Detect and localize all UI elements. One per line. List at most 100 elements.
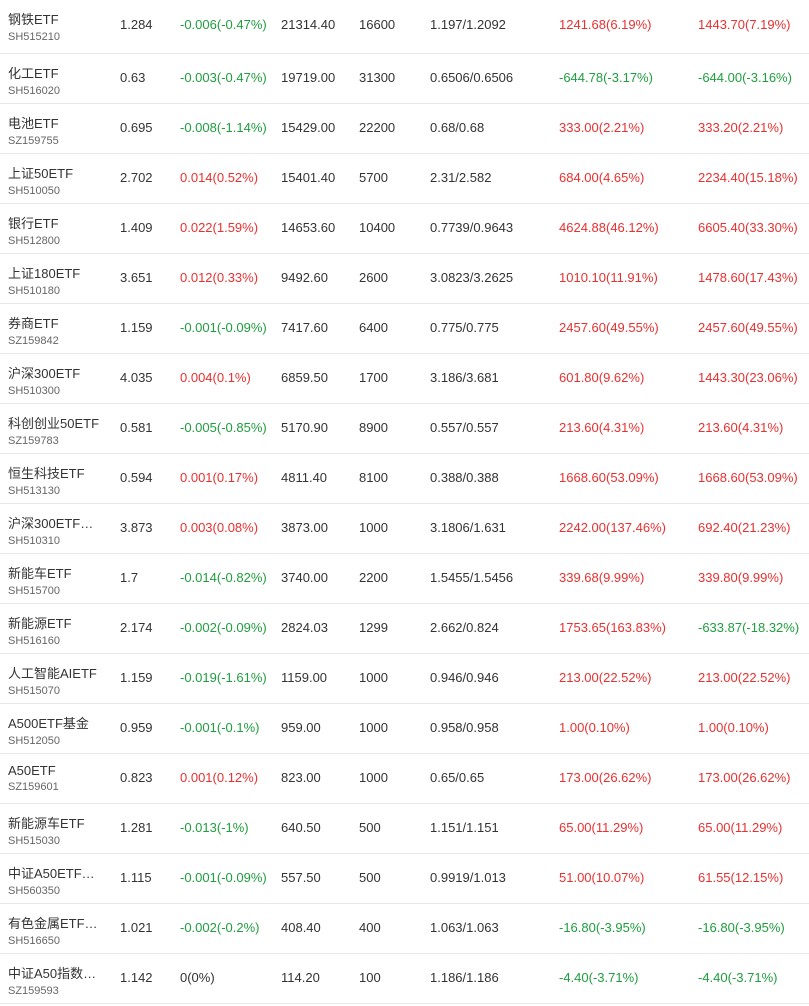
day-pl-cell: 601.80(9.62%) [559,370,645,385]
total-pl-cell: -633.87(-18.32%) [698,620,800,635]
price-cell: 2.702 [120,170,153,185]
cost-cell: 2.31/2.582 [430,170,492,185]
security-code: SH516020 [8,85,60,97]
market-value-cell: 1159.00 [281,670,328,685]
cost-cell: 0.7739/0.9643 [430,220,514,235]
price-cell: 0.581 [120,420,153,435]
change-cell: 0.004(0.1%) [180,370,251,385]
table-row[interactable]: 银行ETF SH512800 1.409 0.022(1.59%) 14653.60 10… [0,204,809,254]
table-row[interactable]: 钢铁ETF SH515210 1.284 -0.006(-0.47%) 21314.40… [0,0,809,54]
table-row[interactable]: 化工ETF SH516020 0.63 -0.003(-0.47%) 19719.00 3… [0,54,809,104]
table-row[interactable]: 新能源ETF SH516160 2.174 -0.002(-0.09%) 2824.03… [0,604,809,654]
change-cell: -0.002(-0.09%) [180,620,267,635]
table-row[interactable]: 人工智能AIETF SH515070 1.159 -0.019(-1.61%) 1159… [0,654,809,704]
quantity-cell: 400 [359,920,381,935]
total-pl-cell: 6605.40(33.30%) [698,220,798,235]
security-name-cell[interactable]: 新能源ETF SH516160 [8,604,108,647]
security-code: SH516160 [8,635,60,647]
market-value-cell: 15429.00 [281,120,336,135]
day-pl-cell: 339.68(9.99%) [559,570,645,585]
total-pl-cell: 2457.60(49.55%) [698,320,798,335]
security-code: SH515070 [8,685,60,697]
security-name-cell[interactable]: 恒生科技ETF SH513130 [8,454,108,497]
security-name: 中证A50ETF… [8,866,95,881]
table-row[interactable]: 有色金属ETF… SH516650 1.021 -0.002(-0.2%) 408.40… [0,904,809,954]
security-name-cell[interactable]: 券商ETF SZ159842 [8,304,108,347]
change-cell: 0.014(0.52%) [180,170,259,185]
security-name-cell[interactable]: 沪深300ETF SH510300 [8,354,108,397]
cost-cell: 0.946/0.946 [430,670,499,685]
total-pl-cell: 2234.40(15.18%) [698,170,798,185]
security-name-cell[interactable]: 电池ETF SZ159755 [8,104,108,147]
security-name-cell[interactable]: 银行ETF SH512800 [8,204,108,247]
total-pl-cell: 213.60(4.31%) [698,420,784,435]
table-row[interactable]: 上证180ETF SH510180 3.651 0.012(0.33%) 9492.60… [0,254,809,304]
table-row[interactable]: 新能源车ETF SH515030 1.281 -0.013(-1%) 640.50 500… [0,804,809,854]
day-pl-cell: 333.00(2.21%) [559,120,645,135]
security-name: 恒生科技ETF [8,466,85,481]
security-name-cell[interactable]: 中证A50指数… SZ159593 [8,954,108,997]
security-name-cell[interactable]: A500ETF基金 SH512050 [8,704,108,747]
table-row[interactable]: 电池ETF SZ159755 0.695 -0.008(-1.14%) 15429.00… [0,104,809,154]
security-code: SH515700 [8,585,60,597]
day-pl-cell: 65.00(11.29%) [559,820,644,835]
table-row[interactable]: 新能车ETF SH515700 1.7 -0.014(-0.82%) 3740.00 22… [0,554,809,604]
quantity-cell: 8900 [359,420,388,435]
security-code: SZ159601 [8,781,59,793]
table-row[interactable]: A500ETF基金 SH512050 0.959 -0.001(-0.1%) 959.0… [0,704,809,754]
cost-cell: 1.5455/1.5456 [430,570,514,585]
security-name-cell[interactable]: 新能车ETF SH515700 [8,554,108,597]
cost-cell: 0.775/0.775 [430,320,499,335]
price-cell: 1.159 [120,670,153,685]
day-pl-cell: -644.78(-3.17%) [559,70,653,85]
security-name-cell[interactable]: 上证180ETF SH510180 [8,254,108,297]
quantity-cell: 22200 [359,120,396,135]
quantity-cell: 31300 [359,70,396,85]
table-row[interactable]: 中证A50ETF… SH560350 1.115 -0.001(-0.09%) 557.… [0,854,809,904]
table-row[interactable]: 中证A50指数… SZ159593 1.142 0(0%) 114.20 100 1.186… [0,954,809,1004]
table-row[interactable]: 上证50ETF SH510050 2.702 0.014(0.52%) 15401.40… [0,154,809,204]
price-cell: 0.823 [120,770,153,785]
security-name-cell[interactable]: 钢铁ETF SH515210 [8,0,108,43]
security-name-cell[interactable]: A50ETF SZ159601 [8,754,108,793]
security-name-cell[interactable]: 沪深300ETF… SH510310 [8,504,108,547]
price-cell: 1.409 [120,220,153,235]
security-name-cell[interactable]: 上证50ETF SH510050 [8,154,108,197]
day-pl-cell: 2457.60(49.55%) [559,320,659,335]
cost-cell: 1.186/1.186 [430,970,499,985]
security-name: 人工智能AIETF [8,666,97,681]
total-pl-cell: 1443.30(23.06%) [698,370,798,385]
table-row[interactable]: 科创创业50ETF SZ159783 0.581 -0.005(-0.85%) 5170… [0,404,809,454]
change-cell: -0.014(-0.82%) [180,570,267,585]
price-cell: 0.594 [120,470,153,485]
day-pl-cell: 2242.00(137.46%) [559,520,666,535]
market-value-cell: 823.00 [281,770,321,785]
table-row[interactable]: 沪深300ETF SH510300 4.035 0.004(0.1%) 6859.50 1… [0,354,809,404]
security-name-cell[interactable]: 化工ETF SH516020 [8,54,108,97]
security-code: SH512050 [8,735,60,747]
security-name-cell[interactable]: 中证A50ETF… SH560350 [8,854,108,897]
security-code: SH510310 [8,535,60,547]
cost-cell: 0.6506/0.6506 [430,70,514,85]
change-cell: -0.019(-1.61%) [180,670,267,685]
security-name-cell[interactable]: 科创创业50ETF SZ159783 [8,404,108,447]
change-cell: -0.013(-1%) [180,820,249,835]
price-cell: 1.7 [120,570,139,585]
change-cell: -0.001(-0.09%) [180,320,267,335]
security-name-cell[interactable]: 有色金属ETF… SH516650 [8,904,108,947]
security-name: 银行ETF [8,216,59,231]
security-name: 券商ETF [8,316,59,331]
total-pl-cell: 1443.70(7.19%) [698,17,791,32]
table-row[interactable]: 沪深300ETF… SH510310 3.873 0.003(0.08%) 3873.0… [0,504,809,554]
security-name: 电池ETF [8,116,59,131]
security-name-cell[interactable]: 人工智能AIETF SH515070 [8,654,108,697]
quantity-cell: 1000 [359,670,388,685]
table-row[interactable]: 券商ETF SZ159842 1.159 -0.001(-0.09%) 7417.60 6… [0,304,809,354]
table-row[interactable]: A50ETF SZ159601 0.823 0.001(0.12%) 823.00 100… [0,754,809,804]
day-pl-cell: 213.00(22.52%) [559,670,652,685]
table-row[interactable]: 恒生科技ETF SH513130 0.594 0.001(0.17%) 4811.40 8… [0,454,809,504]
day-pl-cell: 1668.60(53.09%) [559,470,659,485]
cost-cell: 0.388/0.388 [430,470,499,485]
security-name-cell[interactable]: 新能源车ETF SH515030 [8,804,108,847]
